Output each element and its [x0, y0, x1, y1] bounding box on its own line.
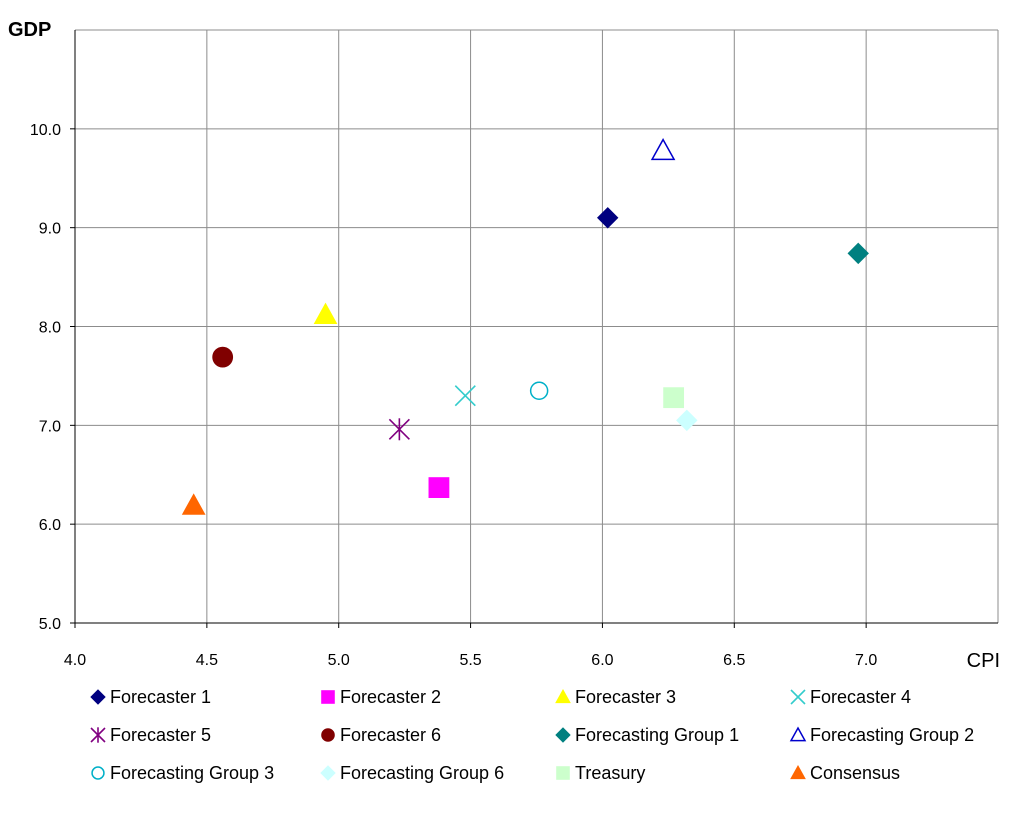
legend-marker [790, 764, 806, 780]
legend-label: Forecaster 4 [810, 687, 911, 707]
x-tick-label: 7.0 [855, 652, 877, 669]
y-axis-ticks: 5.0 6.0 7.0 8.0 9.0 10.0 [30, 122, 75, 633]
legend-label: Forecasting Group 6 [340, 763, 504, 783]
legend-item: Forecasting Group 6 [320, 763, 504, 783]
legend-marker [90, 689, 106, 705]
legend-marker [320, 765, 336, 781]
legend-item: Forecasting Group 2 [789, 725, 974, 745]
legend-label: Forecaster 5 [110, 725, 211, 745]
legend-label: Consensus [810, 763, 900, 783]
legend-item: Forecasting Group 3 [91, 763, 274, 783]
legend-marker [789, 726, 807, 742]
y-tick-label: 9.0 [39, 221, 61, 238]
legend-item: Consensus [790, 763, 900, 783]
data-point-forecaster-4 [454, 385, 476, 407]
legend-label: Forecasting Group 2 [810, 725, 974, 745]
data-point-forecaster-6 [212, 346, 234, 368]
legend-label: Forecaster 3 [575, 687, 676, 707]
legend-marker [91, 766, 105, 780]
legend-marker [555, 688, 571, 704]
legend-item: Forecaster 3 [555, 687, 676, 707]
data-point-forecasting-group-1 [847, 242, 869, 265]
x-axis-ticks: 4.0 4.5 5.0 5.5 6.0 6.5 7.0 [64, 623, 877, 669]
legend-marker [555, 727, 571, 743]
legend-label: Forecaster 2 [340, 687, 441, 707]
x-tick-label: 5.5 [459, 652, 481, 669]
legend-item: Forecaster 5 [90, 725, 211, 745]
legend-label: Forecaster 6 [340, 725, 441, 745]
y-tick-label: 8.0 [39, 320, 61, 337]
data-point-forecaster-2 [428, 477, 450, 498]
data-point-forecasting-group-6 [676, 409, 698, 432]
x-tick-label: 5.0 [328, 652, 350, 669]
legend-item: Forecaster 4 [790, 687, 911, 707]
x-tick-label: 4.0 [64, 652, 86, 669]
data-point-consensus [181, 493, 206, 515]
legend-marker [556, 766, 570, 780]
x-axis-title: CPI [967, 650, 1000, 672]
data-points [181, 138, 869, 515]
legend-label: Forecasting Group 1 [575, 725, 739, 745]
x-tick-label: 6.0 [591, 652, 613, 669]
x-tick-label: 6.5 [723, 652, 745, 669]
y-tick-label: 7.0 [39, 418, 61, 435]
data-point-forecaster-3 [313, 302, 338, 324]
data-point-forecasting-group-2 [650, 138, 676, 161]
legend-item: Forecasting Group 1 [555, 725, 739, 745]
legend-item: Forecaster 1 [90, 687, 211, 707]
y-axis-title: GDP [8, 19, 51, 41]
legend-marker [90, 727, 106, 743]
legend-item: Forecaster 2 [321, 687, 441, 707]
data-point-forecaster-5 [388, 418, 410, 441]
y-tick-label: 5.0 [39, 616, 61, 633]
legend-item: Treasury [556, 763, 645, 783]
legend-label: Forecasting Group 3 [110, 763, 274, 783]
legend-marker [321, 728, 335, 742]
data-point-treasury [663, 387, 685, 409]
y-tick-label: 6.0 [39, 517, 61, 534]
legend-marker [321, 690, 335, 704]
legend-marker [790, 689, 806, 705]
data-point-forecaster-1 [596, 207, 619, 229]
legend: Forecaster 1 Forecaster 2 Forecaster 3 Fore… [90, 687, 974, 783]
data-point-forecasting-group-3 [529, 381, 549, 400]
x-tick-label: 4.5 [196, 652, 218, 669]
grid [74, 29, 999, 624]
legend-label: Forecaster 1 [110, 687, 211, 707]
y-tick-label: 10.0 [30, 122, 61, 139]
legend-item: Forecaster 6 [321, 725, 441, 745]
legend-label: Treasury [575, 763, 645, 783]
